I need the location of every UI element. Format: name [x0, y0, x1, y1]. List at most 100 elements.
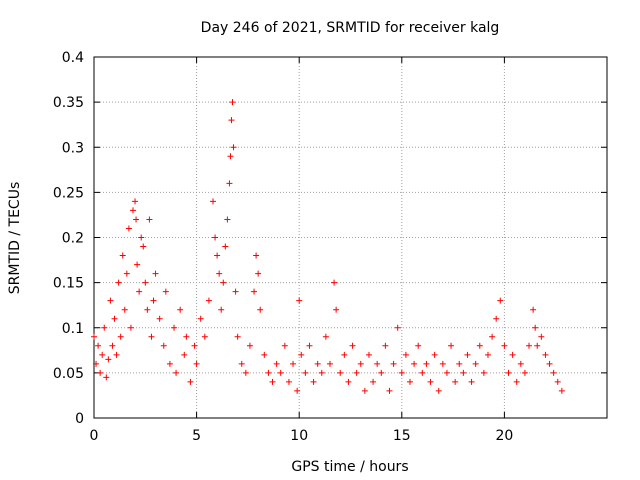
data-point	[220, 279, 227, 286]
data-points	[91, 99, 565, 394]
data-point	[326, 360, 333, 367]
data-point	[411, 360, 418, 367]
data-point	[378, 369, 385, 376]
data-point	[550, 369, 557, 376]
data-point	[162, 288, 169, 295]
data-point	[171, 324, 178, 331]
data-point	[216, 270, 223, 277]
data-point	[212, 234, 219, 241]
data-point	[142, 279, 149, 286]
data-point	[415, 342, 422, 349]
data-point	[117, 333, 124, 340]
data-point	[238, 360, 245, 367]
data-point	[156, 315, 163, 322]
data-point	[402, 351, 409, 358]
data-point	[306, 342, 313, 349]
data-point	[109, 342, 116, 349]
grid-lines	[94, 57, 607, 418]
data-point	[460, 369, 467, 376]
data-point	[224, 216, 231, 223]
data-point	[269, 378, 276, 385]
data-point	[115, 279, 122, 286]
x-tick-label: 0	[90, 428, 99, 444]
data-point	[226, 180, 233, 187]
data-point	[427, 378, 434, 385]
data-point	[95, 342, 102, 349]
data-point	[294, 387, 301, 394]
data-point	[521, 369, 528, 376]
x-tick-label: 20	[495, 428, 513, 444]
data-point	[177, 306, 184, 313]
data-point	[456, 360, 463, 367]
data-point	[144, 306, 151, 313]
data-point	[318, 369, 325, 376]
data-point	[227, 153, 234, 160]
plot-frame	[93, 56, 608, 419]
data-point	[234, 333, 241, 340]
data-point	[370, 378, 377, 385]
data-point	[113, 351, 120, 358]
data-point	[472, 360, 479, 367]
data-point	[107, 297, 114, 304]
y-tick-label: 0.35	[53, 95, 84, 111]
data-point	[91, 333, 97, 340]
data-point	[133, 216, 140, 223]
data-point	[187, 378, 194, 385]
data-point	[253, 252, 260, 259]
y-tick-label: 0.1	[62, 321, 84, 337]
data-point	[103, 374, 110, 381]
data-point	[222, 243, 229, 250]
data-point	[285, 378, 292, 385]
data-point	[341, 351, 348, 358]
data-point	[166, 360, 173, 367]
data-point	[513, 378, 520, 385]
data-point	[214, 252, 221, 259]
data-point	[333, 306, 340, 313]
y-tick-label: 0.05	[53, 366, 84, 382]
data-point	[246, 342, 253, 349]
data-point	[532, 324, 539, 331]
data-point	[273, 360, 280, 367]
data-point	[251, 288, 258, 295]
data-point	[218, 306, 225, 313]
data-point	[534, 342, 541, 349]
data-point	[281, 342, 288, 349]
data-point	[105, 356, 112, 363]
data-point	[509, 351, 516, 358]
data-point	[302, 369, 309, 376]
data-point	[464, 351, 471, 358]
data-point	[201, 333, 208, 340]
data-point	[210, 198, 217, 205]
data-point	[121, 306, 128, 313]
chart-title: Day 246 of 2021, SRMTID for receiver kal…	[201, 20, 500, 36]
data-point	[127, 324, 134, 331]
data-point	[538, 333, 545, 340]
data-point	[132, 198, 139, 205]
data-point	[489, 333, 496, 340]
x-tick-label: 5	[192, 428, 201, 444]
data-point	[242, 369, 249, 376]
data-point	[546, 360, 553, 367]
data-point	[123, 270, 130, 277]
data-point	[349, 342, 356, 349]
data-point	[136, 288, 143, 295]
data-point	[398, 369, 405, 376]
data-point	[337, 369, 344, 376]
data-point	[501, 342, 508, 349]
data-point	[150, 297, 157, 304]
data-point	[448, 342, 455, 349]
data-point	[480, 369, 487, 376]
data-point	[148, 333, 155, 340]
data-point	[468, 378, 475, 385]
data-point	[394, 324, 401, 331]
data-point	[160, 342, 167, 349]
data-point	[493, 315, 500, 322]
data-point	[526, 342, 533, 349]
data-point	[322, 333, 329, 340]
data-point	[365, 351, 372, 358]
data-point	[554, 378, 561, 385]
data-point	[407, 378, 414, 385]
data-point	[314, 360, 321, 367]
data-point	[173, 369, 180, 376]
